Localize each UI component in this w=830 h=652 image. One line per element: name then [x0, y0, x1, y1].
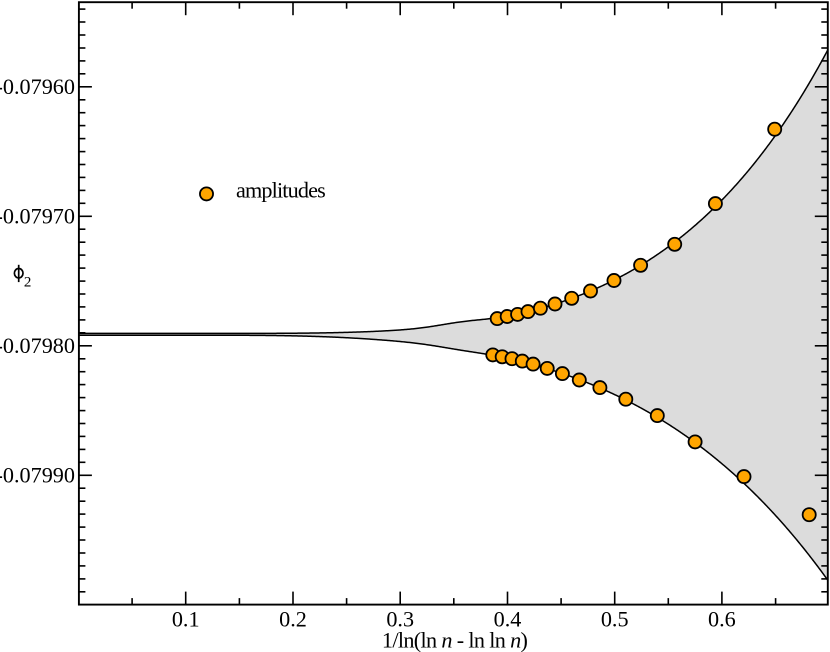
svg-text:0.6: 0.6 — [708, 607, 736, 632]
svg-text:0.5: 0.5 — [601, 607, 629, 632]
svg-text:0.3: 0.3 — [386, 607, 414, 632]
svg-text:0.4: 0.4 — [494, 607, 522, 632]
svg-text:-0.07990: -0.07990 — [0, 463, 75, 488]
svg-text:1/ln(ln n - ln ln n): 1/ln(ln n - ln ln n) — [382, 628, 528, 652]
svg-text:0.2: 0.2 — [279, 607, 307, 632]
svg-text:2: 2 — [24, 274, 32, 290]
svg-text:-0.07980: -0.07980 — [0, 333, 75, 358]
svg-text:-0.07960: -0.07960 — [0, 74, 75, 99]
svg-text:-0.07970: -0.07970 — [0, 204, 75, 229]
svg-text:amplitudes: amplitudes — [236, 178, 325, 203]
svg-text:0.1: 0.1 — [172, 607, 200, 632]
